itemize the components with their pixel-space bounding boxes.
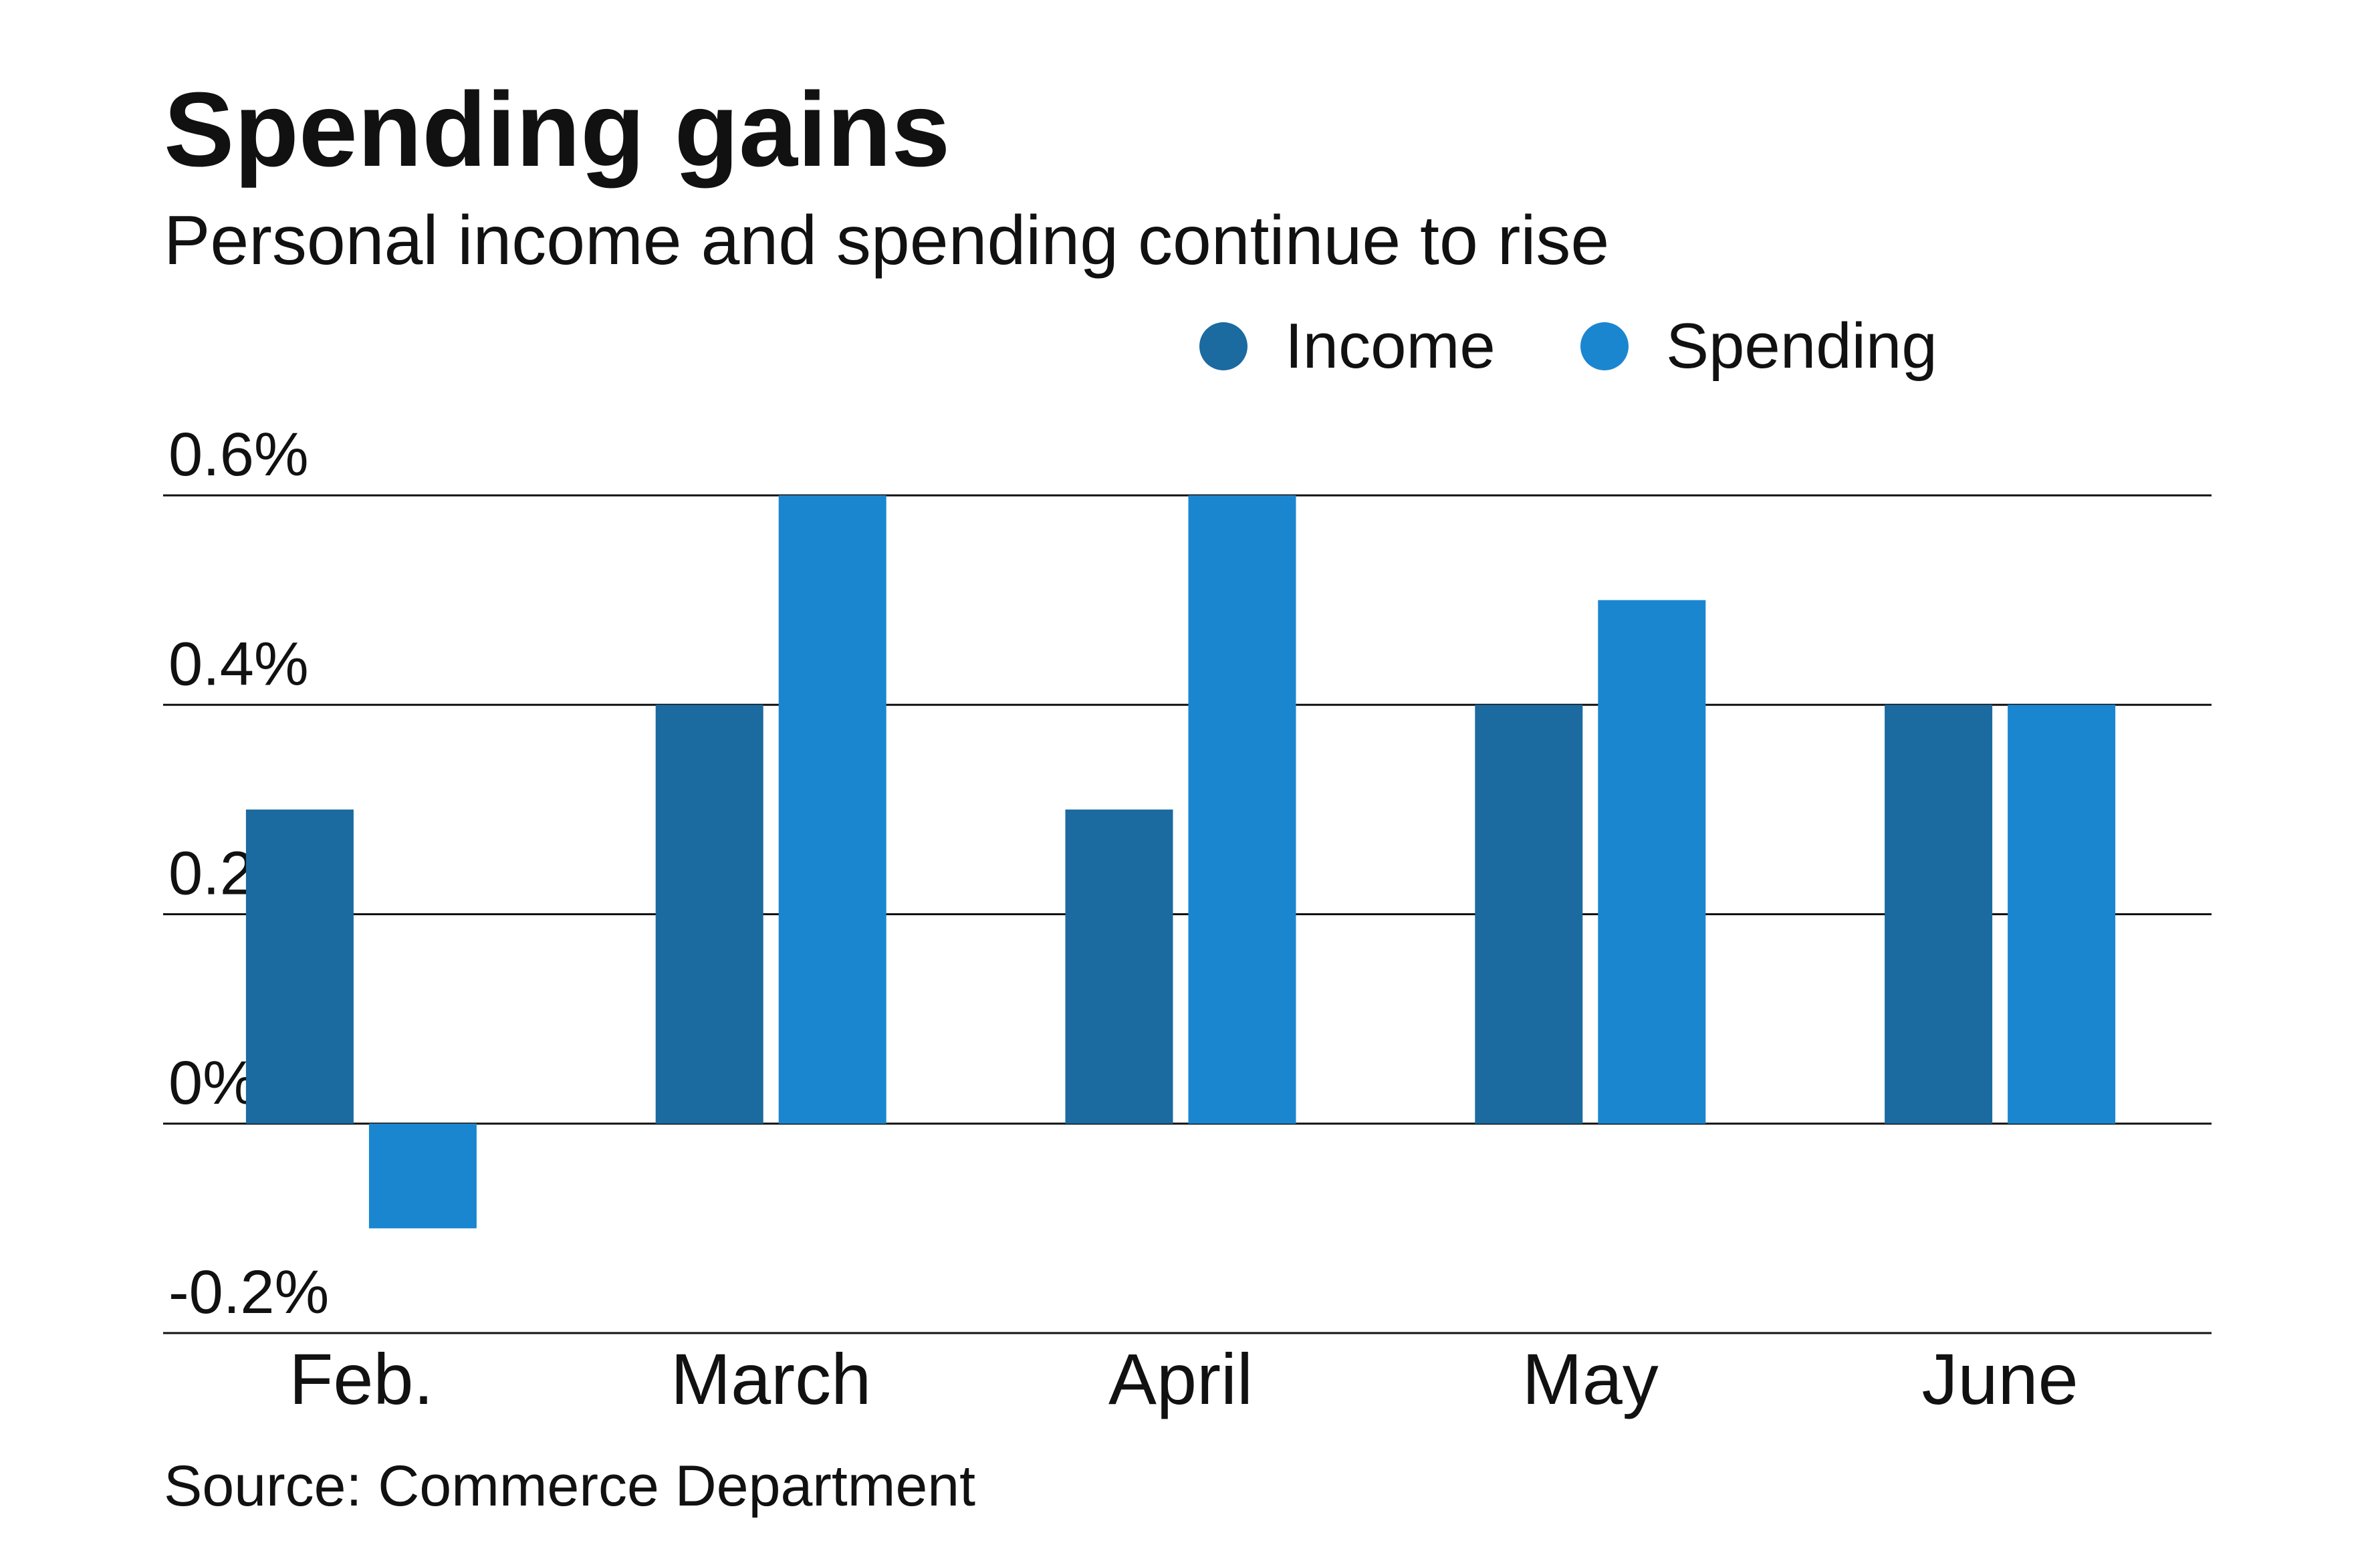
bar-spending-june	[2008, 705, 2116, 1124]
chart-title: Spending gains	[164, 71, 950, 189]
legend-swatch-income	[1199, 322, 1247, 370]
bar-spending-march	[778, 495, 886, 1124]
legend-swatch-spending	[1580, 322, 1629, 370]
y-tick-label: 0%	[168, 1049, 257, 1117]
bar-income-may	[1475, 705, 1583, 1124]
legend-label-spending: Spending	[1666, 310, 1937, 382]
bar-spending-may	[1598, 600, 1706, 1124]
bar-income-april	[1065, 809, 1173, 1124]
y-tick-label: 0.4%	[168, 630, 309, 698]
bar-spending-feb	[368, 1123, 477, 1229]
bar-spending-april	[1188, 495, 1296, 1124]
bar-income-june	[1885, 705, 1993, 1124]
legend-label-income: Income	[1285, 310, 1496, 382]
bar-income-march	[655, 705, 763, 1124]
legend: Income Spending	[1199, 310, 1937, 382]
x-tick-label: April	[1108, 1338, 1253, 1419]
x-tick-label: Feb.	[289, 1338, 433, 1419]
y-tick-label: 0.6%	[168, 421, 309, 489]
chart-subtitle: Personal income and spending continue to…	[164, 202, 1609, 279]
bars	[245, 495, 2116, 1229]
source-note: Source: Commerce Department	[164, 1454, 975, 1518]
x-tick-label: May	[1522, 1338, 1659, 1419]
bar-income-feb	[245, 809, 354, 1124]
y-tick-label: -0.2%	[168, 1258, 329, 1326]
x-tick-label: March	[671, 1338, 871, 1419]
category-labels: Feb. March April May June	[289, 1338, 2078, 1419]
x-tick-label: June	[1921, 1338, 2078, 1419]
